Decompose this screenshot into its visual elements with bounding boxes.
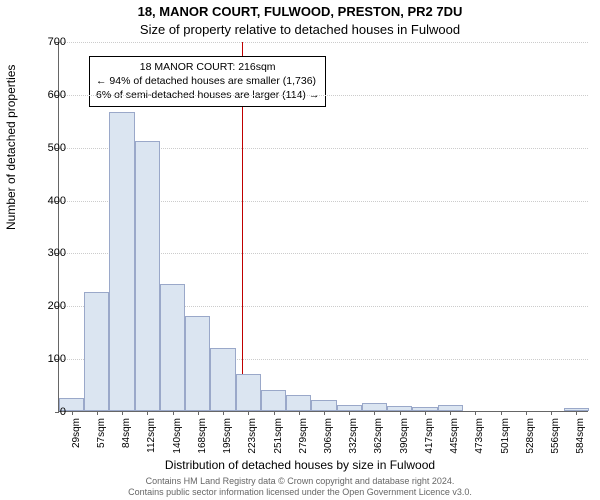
annotation-box: 18 MANOR COURT: 216sqm ← 94% of detached…: [89, 56, 326, 107]
ytick-label: 0: [36, 406, 66, 418]
xtick-label: 140sqm: [172, 418, 183, 458]
xtick-label: 84sqm: [121, 418, 132, 458]
histogram-bar: [109, 112, 134, 411]
ytick-label: 600: [36, 89, 66, 101]
xtick-mark: [576, 411, 577, 415]
xtick-label: 390sqm: [399, 418, 410, 458]
xtick-label: 584sqm: [575, 418, 586, 458]
xtick-mark: [147, 411, 148, 415]
xtick-mark: [173, 411, 174, 415]
chart-title-sub: Size of property relative to detached ho…: [0, 22, 600, 37]
ytick-label: 200: [36, 300, 66, 312]
xtick-label: 223sqm: [247, 418, 258, 458]
xtick-mark: [324, 411, 325, 415]
annotation-line2: ← 94% of detached houses are smaller (1,…: [96, 74, 319, 88]
xtick-label: 57sqm: [96, 418, 107, 458]
histogram-bar: [185, 316, 210, 411]
xtick-label: 445sqm: [449, 418, 460, 458]
xtick-label: 112sqm: [146, 418, 157, 458]
xtick-label: 332sqm: [348, 418, 359, 458]
xtick-label: 473sqm: [474, 418, 485, 458]
ytick-label: 700: [36, 36, 66, 48]
histogram-bar: [236, 374, 261, 411]
credits: Contains HM Land Registry data © Crown c…: [0, 476, 600, 498]
xtick-mark: [374, 411, 375, 415]
xtick-label: 417sqm: [424, 418, 435, 458]
histogram-bar: [135, 141, 160, 411]
xtick-label: 556sqm: [550, 418, 561, 458]
ytick-label: 300: [36, 247, 66, 259]
xtick-label: 528sqm: [525, 418, 536, 458]
x-axis-label: Distribution of detached houses by size …: [0, 458, 600, 472]
y-axis-label: Number of detached properties: [4, 65, 18, 230]
xtick-mark: [450, 411, 451, 415]
xtick-mark: [122, 411, 123, 415]
xtick-mark: [475, 411, 476, 415]
xtick-mark: [299, 411, 300, 415]
histogram-plot: 18 MANOR COURT: 216sqm ← 94% of detached…: [58, 42, 588, 412]
chart-title-main: 18, MANOR COURT, FULWOOD, PRESTON, PR2 7…: [0, 4, 600, 19]
histogram-bar: [261, 390, 286, 411]
xtick-label: 362sqm: [373, 418, 384, 458]
annotation-line1: 18 MANOR COURT: 216sqm: [96, 60, 319, 74]
xtick-mark: [198, 411, 199, 415]
xtick-mark: [223, 411, 224, 415]
ytick-label: 100: [36, 353, 66, 365]
xtick-mark: [349, 411, 350, 415]
histogram-bar: [84, 292, 109, 411]
xtick-label: 195sqm: [222, 418, 233, 458]
xtick-mark: [97, 411, 98, 415]
credits-line1: Contains HM Land Registry data © Crown c…: [0, 476, 600, 487]
histogram-bar: [311, 400, 336, 411]
gridline: [59, 42, 588, 43]
histogram-bar: [210, 348, 235, 411]
ytick-label: 400: [36, 195, 66, 207]
xtick-mark: [274, 411, 275, 415]
xtick-mark: [501, 411, 502, 415]
xtick-mark: [526, 411, 527, 415]
credits-line2: Contains public sector information licen…: [0, 487, 600, 498]
xtick-label: 168sqm: [197, 418, 208, 458]
xtick-mark: [248, 411, 249, 415]
xtick-mark: [400, 411, 401, 415]
histogram-bar: [160, 284, 185, 411]
xtick-mark: [551, 411, 552, 415]
xtick-label: 306sqm: [323, 418, 334, 458]
xtick-label: 251sqm: [273, 418, 284, 458]
xtick-mark: [425, 411, 426, 415]
xtick-label: 279sqm: [298, 418, 309, 458]
gridline: [59, 95, 588, 96]
xtick-mark: [72, 411, 73, 415]
histogram-bar: [362, 403, 387, 411]
xtick-label: 501sqm: [500, 418, 511, 458]
xtick-label: 29sqm: [71, 418, 82, 458]
histogram-bar: [286, 395, 311, 411]
ytick-label: 500: [36, 142, 66, 154]
